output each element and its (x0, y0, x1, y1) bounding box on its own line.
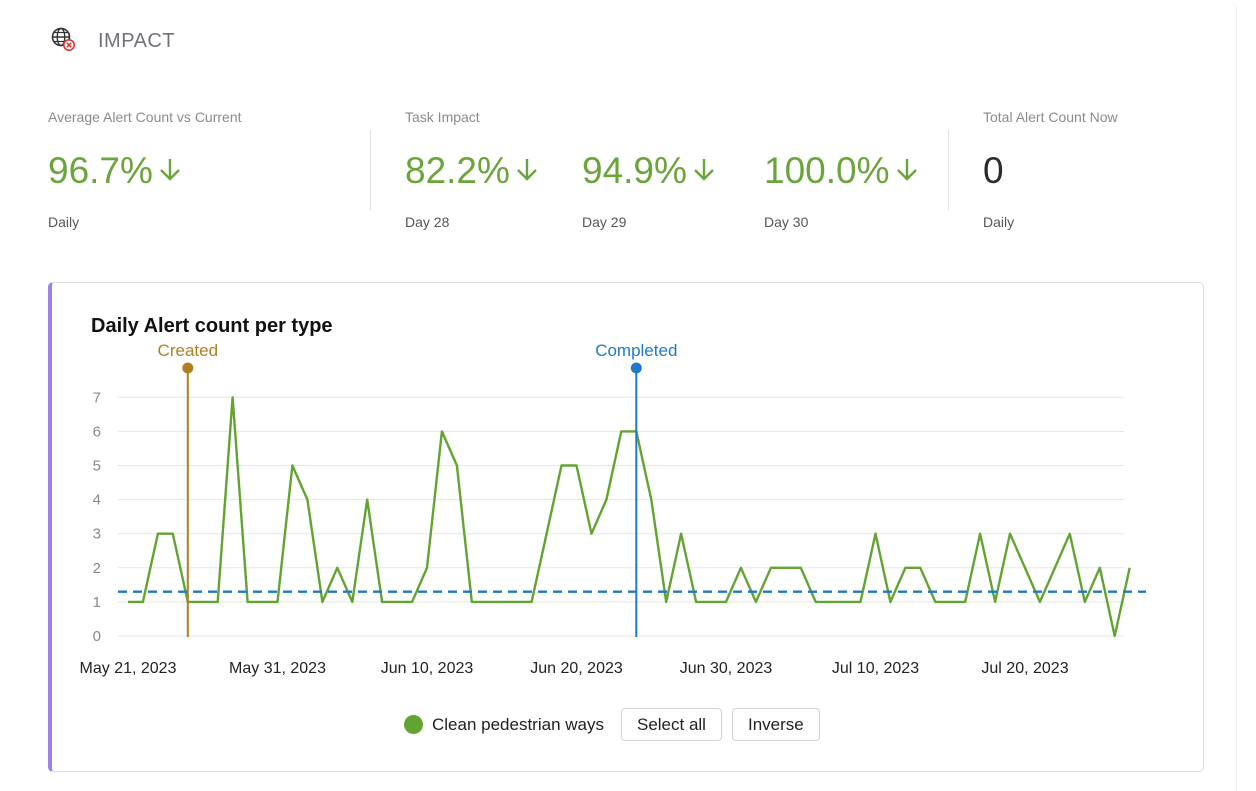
x-tick-label: Jun 30, 2023 (680, 660, 773, 677)
chart-legend: Clean pedestrian ways Select all Inverse (404, 708, 830, 741)
divider (948, 130, 949, 210)
average-alert-label: Average Alert Count vs Current (48, 109, 242, 125)
task-impact-day28-sub: Day 28 (405, 214, 450, 230)
total-alert-number: 0 (983, 150, 1004, 191)
y-tick-label: 6 (93, 423, 101, 440)
average-alert-value: 96.7% (48, 150, 182, 192)
annotation-label: Completed (595, 341, 677, 360)
y-tick-label: 4 (93, 492, 101, 509)
y-tick-label: 0 (93, 628, 101, 645)
total-alert-value: 0 (983, 150, 1004, 192)
task-impact-label: Task Impact (405, 109, 480, 125)
total-alert-label: Total Alert Count Now (983, 109, 1118, 125)
panel-title: IMPACT (98, 30, 176, 52)
task-impact-day28-number: 82.2% (405, 150, 510, 191)
y-tick-label: 1 (93, 594, 101, 611)
average-alert-number: 96.7% (48, 150, 153, 191)
inverse-button[interactable]: Inverse (731, 708, 820, 741)
task-impact-day30-value: 100.0% (764, 150, 919, 192)
chart-card (48, 282, 1204, 772)
y-tick-label: 2 (93, 560, 101, 577)
series-line (128, 396, 1131, 638)
chart-title: Daily Alert count per type (91, 315, 333, 337)
arrow-down-icon (692, 150, 716, 192)
x-tick-label: Jun 10, 2023 (381, 660, 474, 677)
average-alert-sub: Daily (48, 214, 80, 230)
y-tick-label: 3 (93, 526, 101, 543)
annotation-marker (630, 362, 642, 374)
task-impact-day28-value: 82.2% (405, 150, 539, 192)
task-impact-day30-sub: Day 30 (764, 214, 809, 230)
task-impact-day29-sub: Day 29 (582, 214, 627, 230)
task-impact-day29-number: 94.9% (582, 150, 687, 191)
annotation-marker (182, 362, 194, 374)
x-tick-label: Jun 20, 2023 (530, 660, 623, 677)
divider (370, 130, 371, 210)
annotation-label: Created (158, 341, 218, 360)
select-all-button[interactable]: Select all (620, 708, 722, 741)
task-impact-day29-value: 94.9% (582, 150, 716, 192)
globe-alert-icon (50, 26, 76, 57)
panel-header: IMPACT (50, 26, 175, 57)
legend-swatch[interactable] (404, 715, 423, 734)
x-tick-label: May 31, 2023 (229, 660, 326, 677)
x-tick-label: May 21, 2023 (80, 660, 177, 677)
task-impact-day30-number: 100.0% (764, 150, 890, 191)
total-alert-sub: Daily (983, 214, 1015, 230)
arrow-down-icon (158, 150, 182, 192)
y-tick-label: 7 (93, 389, 101, 406)
legend-label[interactable]: Clean pedestrian ways (432, 714, 604, 734)
arrow-down-icon (895, 150, 919, 192)
x-tick-label: Jul 20, 2023 (981, 660, 1068, 677)
arrow-down-icon (515, 150, 539, 192)
y-tick-label: 5 (93, 458, 101, 475)
x-tick-label: Jul 10, 2023 (832, 660, 919, 677)
